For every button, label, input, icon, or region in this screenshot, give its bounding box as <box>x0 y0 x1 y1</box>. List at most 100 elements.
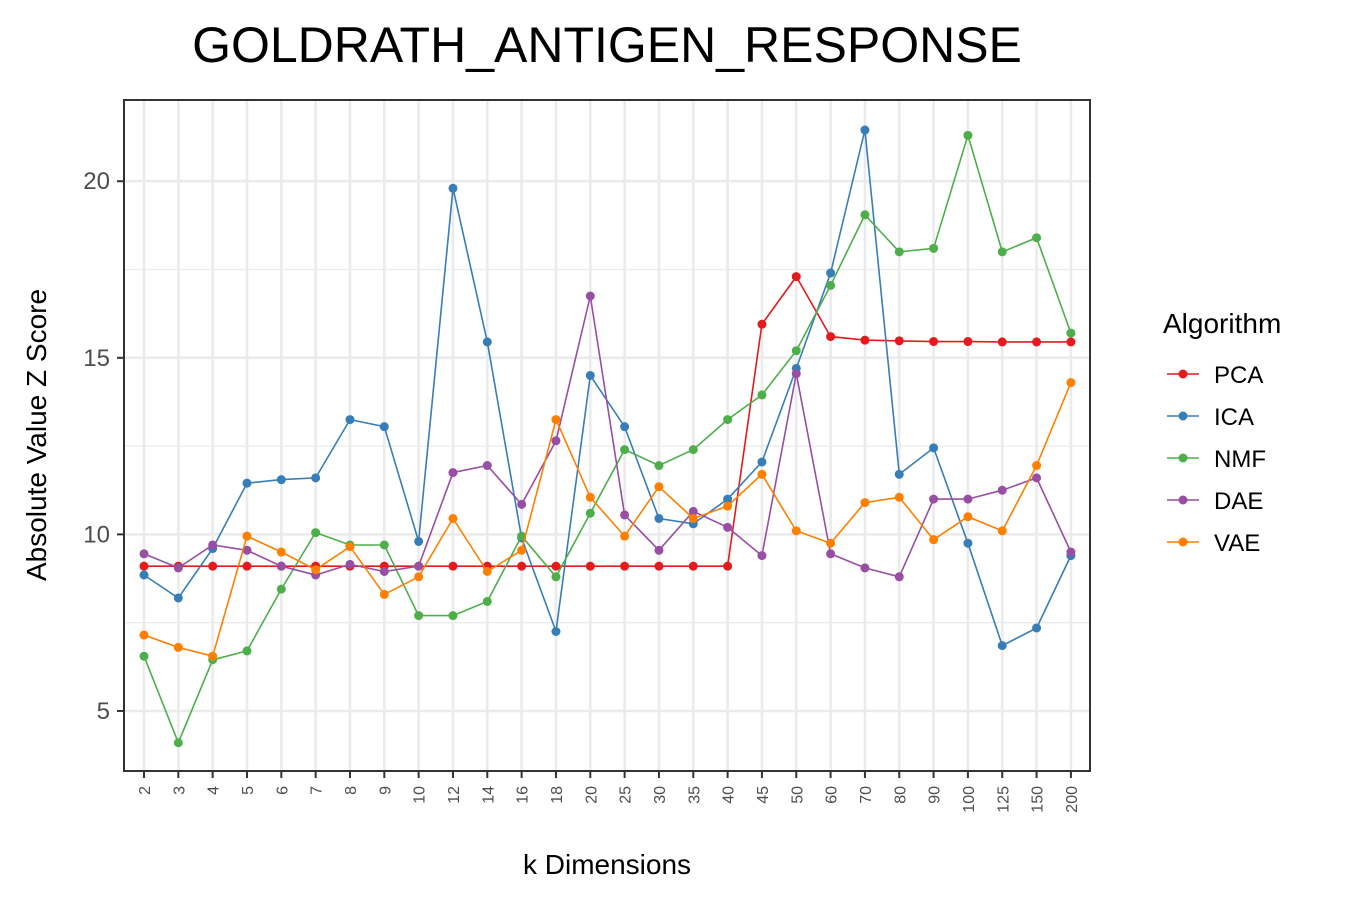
legend-label: VAE <box>1214 530 1260 557</box>
x-tick-label: 40 <box>721 786 738 804</box>
data-point <box>551 561 561 571</box>
data-point <box>1032 233 1042 243</box>
data-point <box>448 468 458 478</box>
data-point <box>860 498 870 508</box>
data-point <box>654 545 664 555</box>
legend-label: ICA <box>1214 404 1254 431</box>
x-tick-label: 125 <box>995 786 1012 813</box>
data-point <box>1032 623 1042 633</box>
x-tick-label: 10 <box>412 786 429 804</box>
data-point <box>860 125 870 135</box>
data-point <box>482 566 492 576</box>
series-line <box>143 132 1072 745</box>
x-tick-label: 70 <box>858 786 875 804</box>
x-tick-label: 150 <box>1030 786 1047 813</box>
data-point <box>585 508 595 518</box>
legend-item-vae: VAE <box>1167 530 1260 557</box>
x-tick-label: 2 <box>137 786 154 795</box>
data-point <box>585 561 595 571</box>
data-point <box>860 335 870 345</box>
series-line <box>144 275 1071 568</box>
data-point <box>551 627 561 637</box>
x-tick-label: 12 <box>446 786 463 804</box>
data-point <box>379 422 389 432</box>
legend-key-point <box>1178 495 1188 505</box>
data-point <box>791 272 801 282</box>
data-point <box>1066 328 1076 338</box>
data-point <box>963 130 973 140</box>
data-point <box>894 572 904 582</box>
x-tick-label: 80 <box>892 786 909 804</box>
series-nmf <box>139 130 1076 748</box>
x-tick-label: 200 <box>1064 786 1081 813</box>
data-point <box>448 611 458 621</box>
x-tick-label: 7 <box>309 786 326 795</box>
x-tick-label: 8 <box>343 786 360 795</box>
data-point <box>517 499 527 509</box>
data-point <box>791 346 801 356</box>
legend: Algorithm PCA ICA NMF DAE VAE <box>1163 308 1281 557</box>
data-point <box>929 535 939 545</box>
data-point <box>311 565 321 575</box>
data-point <box>791 369 801 379</box>
data-point <box>551 572 561 582</box>
data-point <box>311 473 321 483</box>
grid <box>124 100 1090 771</box>
data-point <box>208 561 218 571</box>
series-layer <box>139 125 1076 748</box>
legend-key-point <box>1178 453 1188 463</box>
data-point <box>860 210 870 220</box>
data-point <box>826 332 836 342</box>
data-point <box>448 561 458 571</box>
data-point <box>654 561 664 571</box>
data-point <box>414 536 424 546</box>
data-point <box>723 415 733 425</box>
data-point <box>963 512 973 522</box>
data-point <box>688 445 698 455</box>
data-point <box>723 561 733 571</box>
data-point <box>997 337 1007 347</box>
data-point <box>1066 378 1076 388</box>
data-point <box>894 492 904 502</box>
legend-label: PCA <box>1214 362 1263 389</box>
data-point <box>276 475 286 485</box>
y-tick-label: 10 <box>83 521 110 548</box>
data-point <box>963 494 973 504</box>
x-tick-label: 4 <box>206 786 223 795</box>
data-point <box>1032 337 1042 347</box>
data-point <box>1066 547 1076 557</box>
x-tick-label: 35 <box>686 786 703 804</box>
x-tick-label: 3 <box>171 786 188 795</box>
data-point <box>654 461 664 471</box>
data-point <box>963 337 973 347</box>
data-point <box>997 641 1007 651</box>
data-point <box>139 570 149 580</box>
data-point <box>208 651 218 661</box>
series-line <box>143 295 1072 578</box>
data-point <box>551 415 561 425</box>
data-point <box>482 337 492 347</box>
data-point <box>1032 473 1042 483</box>
data-point <box>826 538 836 548</box>
data-point <box>345 415 355 425</box>
legend-item-dae: DAE <box>1167 488 1263 515</box>
x-tick-label: 30 <box>652 786 669 804</box>
data-point <box>242 561 252 571</box>
data-point <box>173 738 183 748</box>
data-point <box>791 526 801 536</box>
series-vae <box>139 378 1076 661</box>
data-point <box>345 542 355 552</box>
data-point <box>448 513 458 523</box>
data-point <box>517 545 527 555</box>
data-point <box>620 510 630 520</box>
x-tick-label: 25 <box>618 786 635 804</box>
data-point <box>139 630 149 640</box>
x-tick-label: 90 <box>927 786 944 804</box>
data-point <box>139 651 149 661</box>
data-point <box>1066 337 1076 347</box>
legend-title: Algorithm <box>1163 308 1281 339</box>
data-point <box>311 528 321 538</box>
data-point <box>997 526 1007 536</box>
